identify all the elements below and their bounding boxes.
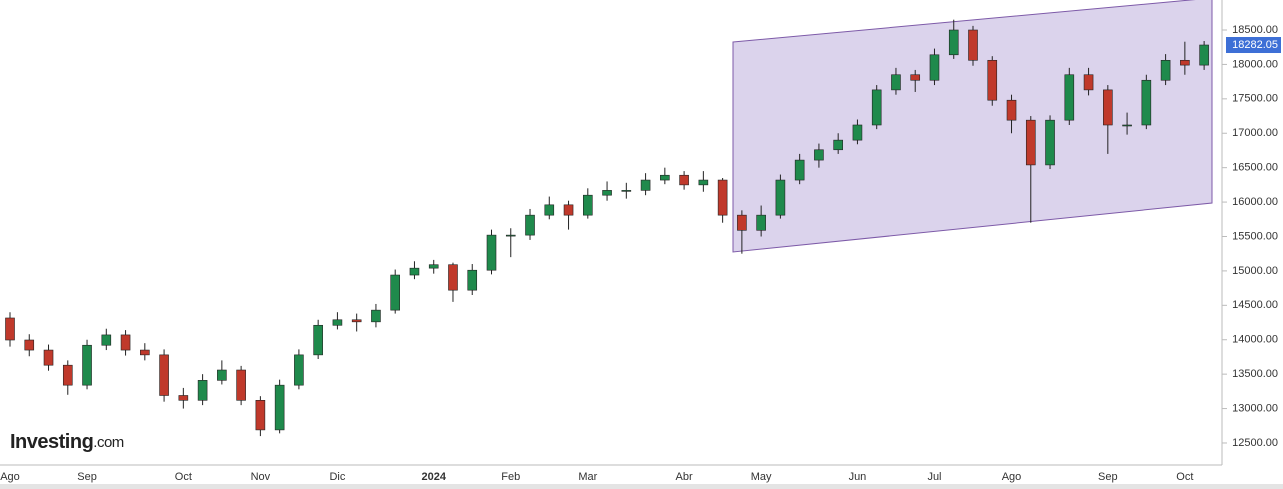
y-tick-label: 17500.00	[1232, 93, 1278, 105]
candle-body	[313, 324, 323, 356]
candle-body	[505, 234, 516, 237]
candle-body	[43, 349, 54, 366]
candle-body	[660, 174, 670, 181]
candle-body	[679, 174, 689, 186]
logo-brand: Investing	[10, 431, 93, 453]
x-tick-label: Mar	[578, 471, 597, 483]
candle-body	[1180, 59, 1190, 66]
candle-body	[5, 317, 15, 341]
candle-body	[852, 124, 863, 141]
candle-body	[717, 179, 728, 216]
candle-body	[255, 400, 266, 431]
candle-body	[833, 139, 843, 151]
x-tick-label: Nov	[251, 471, 271, 483]
y-tick-label: 18500.00	[1232, 24, 1278, 36]
candle-body	[101, 334, 112, 346]
candle-body	[332, 319, 343, 326]
y-tick-label: 15500.00	[1232, 230, 1278, 242]
candle-body	[390, 274, 401, 311]
y-tick-label: 12500.00	[1232, 437, 1278, 449]
candle-body	[62, 364, 73, 386]
candle-body	[698, 179, 709, 186]
y-tick-label: 18000.00	[1232, 58, 1278, 70]
y-tick-label: 17000.00	[1232, 127, 1278, 139]
candle-body	[968, 29, 978, 61]
y-tick-label: 16000.00	[1232, 196, 1278, 208]
candle-body	[82, 344, 92, 386]
candle-body	[351, 319, 362, 323]
candle-body	[159, 354, 169, 396]
candle-body	[525, 214, 535, 236]
x-tick-label: Ago	[0, 471, 20, 483]
y-tick-label: 13000.00	[1232, 402, 1278, 414]
x-tick-label: Ago	[1002, 471, 1022, 483]
candle-body	[987, 59, 998, 101]
candle-body	[1045, 119, 1055, 166]
candle-body	[756, 214, 766, 231]
candle-body	[1025, 119, 1036, 166]
candle-body	[1103, 89, 1113, 126]
candle-body	[544, 204, 555, 216]
candle-body	[448, 264, 458, 291]
candle-body	[948, 29, 959, 56]
candle-body	[1064, 74, 1075, 121]
y-tick-label: 16500.00	[1232, 162, 1278, 174]
candle-body	[621, 190, 632, 192]
candle-body	[274, 384, 285, 431]
candle-body	[197, 380, 208, 401]
x-tick-label: Jun	[849, 471, 867, 483]
candle-body	[640, 179, 651, 191]
candle-body	[1006, 99, 1017, 121]
last-price-label: 18282.05	[1232, 39, 1278, 51]
candle-body	[794, 159, 805, 181]
x-tick-label: Sep	[1098, 471, 1118, 483]
x-tick-label: Abr	[676, 471, 693, 483]
x-tick-label: Jul	[927, 471, 941, 483]
x-tick-label: May	[751, 471, 772, 483]
candle-body	[217, 369, 227, 381]
candle-body	[236, 369, 246, 401]
x-tick-label: Oct	[175, 471, 192, 483]
candle-body	[1199, 44, 1209, 66]
candle-body	[910, 74, 921, 81]
x-tick-label: Feb	[501, 471, 520, 483]
candle-body	[120, 334, 131, 351]
y-tick-label: 13500.00	[1232, 368, 1278, 380]
candle-body	[602, 190, 612, 196]
candle-body	[871, 89, 882, 126]
x-tick-label: Dic	[329, 471, 345, 483]
channel	[732, 0, 1213, 253]
x-tick-label: 2024	[421, 471, 446, 483]
logo: Investing.com	[10, 431, 124, 453]
x-tick-label: Oct	[1176, 471, 1193, 483]
candle-body	[24, 339, 35, 351]
candle-body	[775, 179, 786, 216]
candle-body	[486, 234, 497, 271]
candle-body	[582, 194, 593, 216]
candle-body	[891, 74, 901, 91]
candle-body	[563, 204, 574, 216]
candle-body	[140, 349, 150, 356]
candle-body	[178, 395, 189, 401]
candle-body	[428, 264, 439, 269]
logo-suffix: .com	[93, 434, 124, 451]
y-tick-label: 14500.00	[1232, 299, 1278, 311]
candle-body	[371, 309, 381, 323]
candle-body	[1141, 79, 1152, 126]
candle-body	[1160, 59, 1171, 81]
y-tick-label: 15000.00	[1232, 265, 1278, 277]
y-tick-label: 14000.00	[1232, 334, 1278, 346]
x-tick-label: Sep	[77, 471, 97, 483]
candle-body	[929, 54, 940, 81]
bottom-strip	[0, 484, 1283, 489]
candle-body	[1083, 74, 1094, 91]
candle-body	[737, 214, 747, 231]
candle-body	[294, 354, 304, 386]
candle-body	[467, 269, 478, 291]
candle-body	[1122, 124, 1132, 127]
candle-body	[814, 149, 824, 161]
last-price-box	[1226, 37, 1281, 54]
candle-body	[409, 267, 420, 276]
